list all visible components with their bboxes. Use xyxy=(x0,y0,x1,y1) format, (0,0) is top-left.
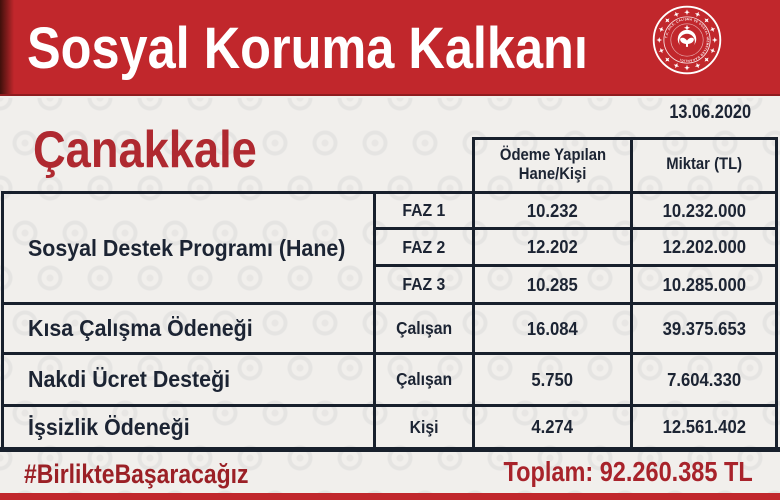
crescent-star-figure-icon xyxy=(677,24,697,50)
table-gridline xyxy=(373,191,376,451)
table-gridline xyxy=(1,191,4,451)
amount-cell-faz3: 10.285.000 xyxy=(662,273,746,295)
report-date-wrap: 13.06.2020 xyxy=(656,102,751,124)
column-header-amount-label: Miktar (TL) xyxy=(666,155,742,173)
column-header-amount: Miktar (TL) xyxy=(633,140,775,189)
banner-left-shadow xyxy=(0,0,14,94)
bottom-red-strip xyxy=(0,493,780,500)
column-header-payee: Ödeme Yapılan Hane/Kişi xyxy=(475,140,630,189)
count-cell-nakdi-ucret: 5.750 xyxy=(531,368,574,390)
count-cell-faz1: 10.232 xyxy=(527,199,578,221)
table-gridline xyxy=(630,137,633,451)
count-cell-faz2: 12.202 xyxy=(527,236,578,257)
amount-cell-nakdi-ucret: 7.604.330 xyxy=(666,368,742,390)
province-name-wrap: Çanakkale xyxy=(33,118,290,182)
page-title-wrap: Sosyal Koruma Kalkanı xyxy=(27,0,672,96)
program-label-sosyal-destek: Sosyal Destek Programı (Hane) xyxy=(28,234,346,261)
amount-cell-faz1: 10.232.000 xyxy=(662,199,746,221)
province-name: Çanakkale xyxy=(33,121,257,179)
ministry-emblem-icon: T.C. AİLE, ÇALIŞMA VE SOSYAL HİZMETLER B… xyxy=(652,5,722,75)
table-gridline xyxy=(472,137,475,451)
program-label-issizlik: İşsizlik Ödeneği xyxy=(28,413,190,440)
row-subcategory-faz1: FAZ 1 xyxy=(402,200,446,220)
table-gridline xyxy=(0,447,780,452)
table-gridline xyxy=(1,302,778,305)
hashtag-text-wrap: #BirlikteBaşaracağız xyxy=(24,455,288,493)
table-gridline xyxy=(1,404,778,407)
total-amount: Toplam: 92.260.385 TL xyxy=(503,456,753,487)
count-cell-faz3: 10.285 xyxy=(527,273,578,295)
amount-cell-kisa-calisma: 39.375.653 xyxy=(662,317,746,339)
column-header-payee-line2: Hane/Kişi xyxy=(518,164,587,183)
amount-cell-issizlik: 12.561.402 xyxy=(662,416,746,437)
table-gridline xyxy=(1,191,778,194)
table-gridline xyxy=(373,227,778,230)
table-gridline xyxy=(1,352,778,355)
column-header-payee-line1: Ödeme Yapılan xyxy=(499,145,606,164)
row-subcategory-calisan-1: Çalışan xyxy=(395,318,453,338)
count-cell-issizlik: 4.274 xyxy=(531,416,574,437)
row-subcategory-faz3: FAZ 3 xyxy=(402,274,446,294)
total-amount-wrap: Toplam: 92.260.385 TL xyxy=(456,453,753,491)
hashtag-text: #BirlikteBaşaracağız xyxy=(24,458,249,489)
table-gridline xyxy=(373,264,778,267)
banner: Sosyal Koruma Kalkanı xyxy=(0,0,780,96)
table-gridline xyxy=(775,137,778,451)
page-title: Sosyal Koruma Kalkanı xyxy=(27,15,588,81)
row-subcategory-faz2: FAZ 2 xyxy=(402,236,446,257)
count-cell-kisa-calisma: 16.084 xyxy=(527,317,578,339)
row-subcategory-calisan-2: Çalışan xyxy=(395,369,453,389)
table-gridline xyxy=(472,137,778,140)
program-label-nakdi-ucret: Nakdi Ücret Desteği xyxy=(28,366,231,392)
row-subcategory-kisi: Kişi xyxy=(409,416,439,437)
amount-cell-faz2: 12.202.000 xyxy=(662,236,746,257)
report-date: 13.06.2020 xyxy=(669,102,751,123)
program-label-kisa-calisma: Kısa Çalışma Ödeneği xyxy=(28,315,253,341)
